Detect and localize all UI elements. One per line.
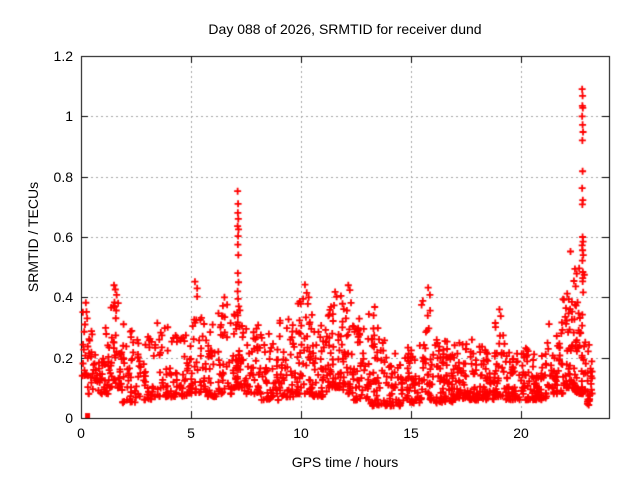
x-tick-label: 5	[187, 425, 195, 441]
x-tick-label: 10	[293, 425, 309, 441]
x-tick-label: 20	[513, 425, 529, 441]
y-tick-label: 1.2	[53, 48, 73, 64]
x-axis-label: GPS time / hours	[291, 454, 399, 470]
y-tick-label: 1	[65, 108, 73, 125]
y-tick-label: 0.4	[53, 289, 73, 306]
chart-title: Day 088 of 2026, SRMTID for receiver dun…	[208, 21, 482, 37]
y-tick-label: 0.8	[53, 168, 73, 185]
y-tick-label: 0.6	[53, 229, 73, 245]
x-tick-label: 15	[403, 425, 419, 441]
y-tick-label: 0	[65, 410, 73, 426]
x-tick-label: 0	[77, 425, 85, 441]
y-tick-label: 0.2	[53, 349, 73, 366]
